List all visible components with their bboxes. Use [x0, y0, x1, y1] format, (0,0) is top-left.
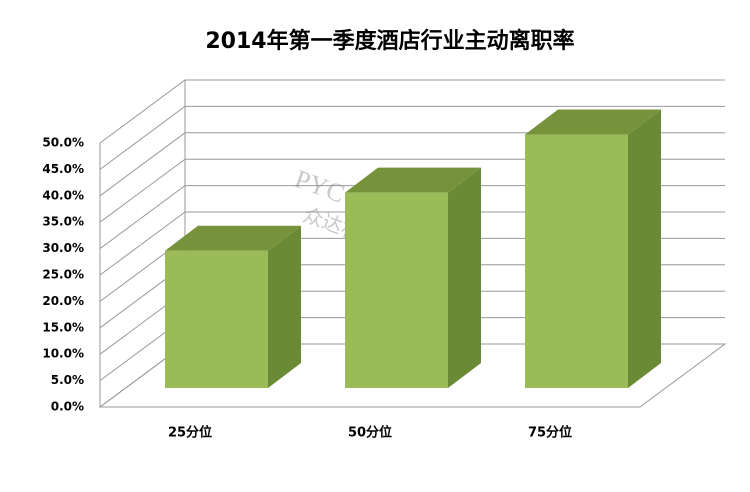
y-tick-label: 15.0%	[42, 320, 84, 334]
y-tick-label: 5.0%	[51, 373, 84, 387]
x-tick-label: 75分位	[528, 425, 572, 441]
bar-side	[268, 225, 301, 388]
y-tick-label: 20.0%	[42, 294, 84, 308]
bar-top	[345, 167, 481, 193]
y-tick-label: 30.0%	[42, 241, 84, 255]
bar-top	[525, 109, 661, 135]
watermark-text: PYC	[291, 164, 348, 209]
bar	[525, 134, 628, 388]
bar	[165, 250, 268, 388]
y-tick-label: 50.0%	[42, 136, 84, 150]
y-tick-label: 10.0%	[42, 347, 84, 361]
y-tick-label: 45.0%	[42, 162, 84, 176]
grid-line	[99, 105, 725, 170]
bar-side	[628, 109, 661, 388]
bar-side	[448, 167, 481, 388]
y-tick-label: 0.0%	[51, 400, 84, 414]
chart-title: 2014年第一季度酒店行业主动离职率	[205, 28, 574, 54]
grid-line	[99, 79, 725, 144]
x-tick-label: 50分位	[348, 425, 392, 441]
y-tick-label: 25.0%	[42, 268, 84, 282]
y-tick-label: 35.0%	[42, 215, 84, 229]
bar	[345, 192, 448, 388]
y-tick-label: 40.0%	[42, 188, 84, 202]
bar-top	[165, 225, 301, 251]
x-tick-label: 25分位	[168, 425, 212, 441]
